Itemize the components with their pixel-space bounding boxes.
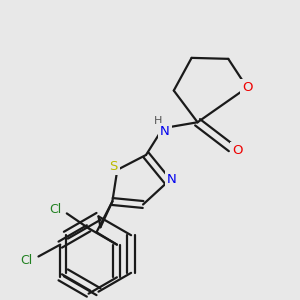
Text: H: H <box>154 116 162 126</box>
Text: N: N <box>167 173 177 186</box>
Text: N: N <box>160 125 170 138</box>
Text: S: S <box>109 160 118 173</box>
Text: Cl: Cl <box>49 203 61 216</box>
Text: Cl: Cl <box>20 254 33 267</box>
Text: O: O <box>242 81 252 94</box>
Text: O: O <box>232 143 242 157</box>
